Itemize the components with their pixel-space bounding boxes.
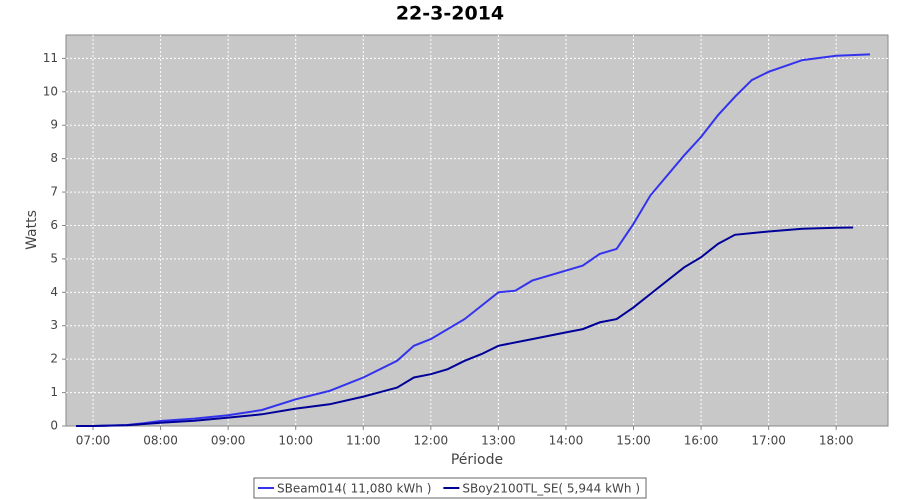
legend: SBeam014( 11,080 kWh ) SBoy2100TL_SE( 5,9… — [253, 477, 647, 499]
y-tick-label: 8 — [50, 151, 58, 165]
x-tick-label: 16:00 — [684, 434, 719, 448]
y-tick-label: 7 — [50, 185, 58, 199]
series-line — [76, 226, 854, 427]
y-tick-label: 11 — [43, 51, 58, 65]
y-tick-label: 6 — [50, 218, 58, 232]
x-tick-label: 07:00 — [76, 434, 111, 448]
y-tick-label: 10 — [43, 84, 58, 98]
y-tick-label: 4 — [50, 285, 58, 299]
x-tick-label: 10:00 — [278, 434, 313, 448]
legend-label: SBeam014( 11,080 kWh ) — [277, 482, 431, 496]
y-tick-label: 0 — [50, 419, 58, 433]
x-tick-label: 18:00 — [819, 434, 854, 448]
series-line — [76, 53, 871, 427]
y-axis-label: Watts — [24, 210, 40, 250]
x-tick-label: 14:00 — [549, 434, 584, 448]
x-tick-label: 09:00 — [211, 434, 246, 448]
y-tick-label: 9 — [50, 118, 58, 132]
legend-label: SBoy2100TL_SE( 5,944 kWh ) — [462, 482, 640, 496]
y-tick-label: 3 — [50, 318, 58, 332]
x-axis-label: Période — [451, 452, 503, 468]
x-tick-label: 13:00 — [481, 434, 516, 448]
plot-area — [65, 34, 889, 427]
chart-title: 22-3-2014 — [396, 3, 504, 25]
y-tick-label: 1 — [50, 385, 58, 399]
x-tick-label: 11:00 — [346, 434, 381, 448]
x-tick-label: 15:00 — [616, 434, 651, 448]
x-tick-label: 08:00 — [143, 434, 178, 448]
x-tick-label: 17:00 — [751, 434, 786, 448]
x-tick-label: 12:00 — [414, 434, 449, 448]
y-tick-label: 2 — [50, 352, 58, 366]
y-tick-label: 5 — [50, 251, 58, 265]
